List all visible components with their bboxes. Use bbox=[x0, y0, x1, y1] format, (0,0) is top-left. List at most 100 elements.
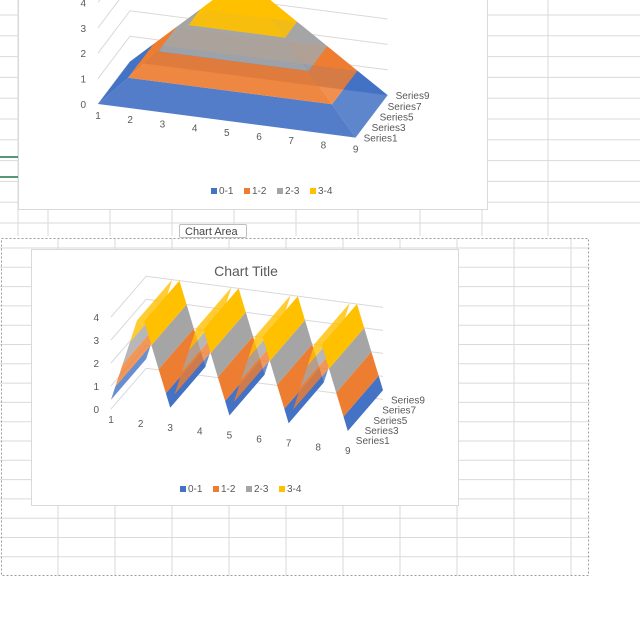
series-tick-label: Series3 bbox=[365, 426, 399, 437]
legend-entry: 1-2 bbox=[252, 186, 267, 197]
surface-band-1-2 bbox=[292, 347, 336, 410]
x-tick-label: 2 bbox=[127, 115, 133, 126]
z-tick-label: 2 bbox=[93, 359, 99, 370]
legend-swatch bbox=[211, 188, 217, 194]
series-tick-label: Series1 bbox=[364, 134, 398, 145]
surface-band-1-2 bbox=[308, 46, 358, 105]
legend-swatch bbox=[180, 486, 186, 492]
series-tick-label: Series5 bbox=[373, 416, 407, 427]
legend-swatch bbox=[310, 188, 316, 194]
surface-band-3-4 bbox=[262, 296, 305, 361]
selection-border bbox=[1, 238, 589, 576]
legend-entry: 3-4 bbox=[287, 484, 302, 495]
surface-band-1-2 bbox=[158, 328, 202, 394]
surface-band-1-2 bbox=[277, 344, 320, 409]
legend-swatch bbox=[246, 486, 252, 492]
series-tick-label: Series9 bbox=[391, 395, 425, 406]
x-tick-label: 7 bbox=[288, 136, 294, 147]
series-tick-label: Series7 bbox=[388, 102, 422, 113]
surface-band-0-1 bbox=[98, 44, 154, 104]
x-tick-label: 7 bbox=[286, 438, 292, 449]
chart-area-tooltip: Chart Area bbox=[179, 224, 247, 238]
series-tick-label: Series9 bbox=[396, 91, 430, 102]
z-tick-label: 1 bbox=[93, 382, 99, 393]
z-tick-label: 3 bbox=[93, 336, 99, 347]
surface-band-0-1 bbox=[343, 375, 383, 431]
side-gridline bbox=[110, 298, 147, 341]
series-tick-label: Series3 bbox=[372, 123, 406, 134]
chart-area-2[interactable]: Chart Title 0 1 2 3 4 1 2 3 4 5 6 7 8 9 Series1 Series3 S… bbox=[31, 249, 459, 506]
legend-swatch bbox=[279, 486, 285, 492]
surface-band-3-4 bbox=[188, 0, 218, 26]
legend-entry: 0-1 bbox=[219, 186, 234, 197]
surface-band-2-3 bbox=[151, 304, 194, 370]
x-tick-label: 5 bbox=[224, 128, 230, 139]
legend-entry: 3-4 bbox=[318, 186, 333, 197]
surface-band-1-2 bbox=[336, 351, 379, 417]
surface-band-0-1 bbox=[170, 353, 210, 408]
side-gridline bbox=[97, 0, 101, 3]
surface-band-3-4 bbox=[248, 295, 291, 359]
surface-band-0-1 bbox=[111, 345, 151, 400]
x-tick-label: 3 bbox=[160, 119, 166, 130]
x-tick-label: 3 bbox=[167, 423, 173, 434]
ridge-surface bbox=[111, 279, 383, 431]
surface-band-2-3 bbox=[285, 21, 328, 71]
surface-band-3-4 bbox=[321, 304, 365, 369]
surface-band-2-3 bbox=[329, 327, 372, 393]
legend-swatch bbox=[277, 188, 283, 194]
surface-band-0-1 bbox=[98, 77, 356, 138]
surface-band-2-3 bbox=[210, 312, 253, 378]
x-tick-label: 9 bbox=[353, 145, 359, 156]
surface-band-2-3 bbox=[269, 320, 313, 385]
x-tick-label: 4 bbox=[192, 124, 198, 135]
z-tick-label: 1 bbox=[80, 75, 86, 86]
pyramid-surface bbox=[98, 0, 388, 138]
series-tick-label: Series1 bbox=[356, 436, 390, 447]
surface-band-3-4 bbox=[189, 287, 232, 351]
surface-band-2-3 bbox=[158, 25, 309, 72]
legend-entry: 2-3 bbox=[254, 484, 269, 495]
legend-swatch bbox=[244, 188, 250, 194]
z-tick-label: 4 bbox=[80, 0, 86, 9]
z-tick-label: 0 bbox=[93, 405, 99, 416]
chart-title: Chart Title bbox=[214, 263, 278, 279]
x-tick-label: 9 bbox=[345, 446, 351, 457]
surface-band-0-1 bbox=[229, 361, 269, 416]
surface-band-1-2 bbox=[128, 26, 177, 78]
surface-band-1-2 bbox=[128, 51, 333, 105]
x-tick-label: 5 bbox=[227, 431, 233, 442]
surface-band-3-4 bbox=[261, 0, 298, 38]
x-tick-label: 1 bbox=[108, 415, 114, 426]
surface-band-3-4 bbox=[144, 280, 187, 346]
z-tick-label: 4 bbox=[93, 313, 99, 324]
chart-area-1[interactable]: 0 1 2 3 4 1 2 3 4 5 6 7 8 9 Series1 Series3 Series5 Serie… bbox=[18, 0, 488, 210]
x-tick-label: 2 bbox=[138, 419, 144, 430]
legend-swatch bbox=[213, 486, 219, 492]
x-tick-label: 8 bbox=[321, 140, 327, 151]
surface-band-1-2 bbox=[217, 336, 261, 401]
z-tick-label: 0 bbox=[80, 100, 86, 111]
surface-band-0-1 bbox=[332, 70, 388, 138]
side-gridline bbox=[97, 10, 131, 54]
z-tick-label: 3 bbox=[80, 24, 86, 35]
surface-band-0-1 bbox=[288, 369, 329, 424]
surface-band-1-2 bbox=[233, 339, 277, 403]
side-gridline bbox=[110, 367, 147, 410]
z-tick-label: 2 bbox=[80, 49, 86, 60]
x-tick-label: 1 bbox=[95, 111, 101, 122]
x-tick-label: 6 bbox=[256, 132, 262, 143]
surface-band-3-4 bbox=[129, 279, 173, 343]
legend-entry: 0-1 bbox=[188, 484, 203, 495]
legend-entry: 2-3 bbox=[285, 186, 300, 197]
surface-band-1-2 bbox=[115, 323, 158, 387]
side-gridline bbox=[97, 0, 120, 29]
surface-band-3-4 bbox=[188, 0, 286, 38]
series-tick-label: Series7 bbox=[382, 406, 416, 417]
surface-band-1-2 bbox=[174, 331, 217, 395]
side-gridline bbox=[97, 35, 131, 79]
x-tick-label: 4 bbox=[197, 427, 203, 438]
legend-entry: 1-2 bbox=[221, 484, 236, 495]
